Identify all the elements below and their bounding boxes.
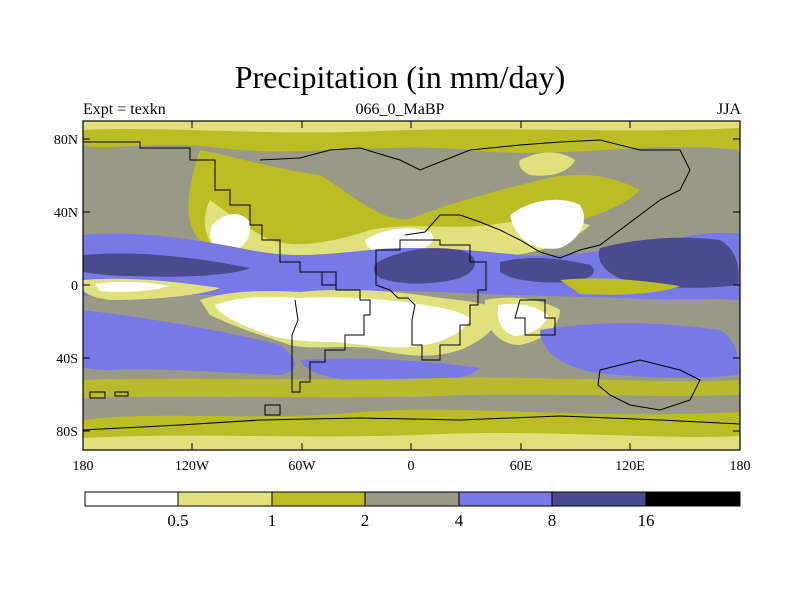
field-eq-indian-olive — [560, 278, 680, 295]
lat-label-80n: 80N — [54, 133, 78, 148]
colorbar-label-3: 4 — [455, 511, 464, 530]
coastlines — [83, 139, 740, 431]
coast-island-3 — [264, 404, 281, 416]
field-desert-sahara — [365, 228, 434, 255]
coast-north-america — [83, 141, 336, 286]
field-south-africa-white — [497, 303, 548, 336]
colorbar-label-4: 8 — [548, 511, 557, 530]
lat-label-40n: 40N — [54, 206, 78, 221]
field-wpac-dark-blue — [598, 237, 739, 288]
experiment-label: Expt = texkn — [83, 101, 166, 118]
coast-madagascar-ish — [514, 299, 556, 336]
lon-label-60w: 60W — [288, 459, 316, 474]
colorbar-bin-2 — [271, 491, 366, 507]
colorbar: 0.5 1 2 4 8 16 — [84, 491, 741, 530]
coast-south-america — [291, 271, 371, 393]
lon-label-60e: 60E — [510, 459, 533, 474]
time-label: 066_0_MaBP — [355, 101, 445, 118]
colorbar-bin-0 — [84, 491, 179, 507]
coast-eurasia — [259, 139, 691, 259]
field-south-indian-blue — [540, 323, 739, 378]
colorbar-bin-3 — [364, 491, 460, 507]
map-title: Precipitation (in mm/day) — [234, 59, 566, 95]
field-desert-na — [210, 214, 251, 252]
season-label: JJA — [716, 101, 741, 118]
colorbar-label-0: 0.5 — [167, 511, 188, 530]
coast-island-2 — [114, 391, 129, 397]
colorbar-bin-5 — [551, 491, 647, 507]
colorbar-label-5: 16 — [638, 511, 655, 530]
field-africa-dark-blue — [373, 248, 475, 284]
lon-ticks — [82, 121, 631, 450]
lon-label-180w: 180 — [73, 459, 94, 474]
lat-label-0: 0 — [71, 279, 78, 294]
field-southern-olive-band — [83, 377, 740, 398]
field-pacific-dark-blue — [83, 253, 250, 277]
lat-label-80s: 80S — [56, 425, 78, 440]
lat-ticks — [83, 138, 740, 432]
field-south-atlantic-blue — [300, 358, 480, 383]
colorbar-bin-1 — [177, 491, 273, 507]
precipitation-field — [83, 121, 740, 450]
lon-label-180e: 180 — [730, 459, 751, 474]
coast-africa — [375, 239, 487, 361]
colorbar-label-2: 2 — [361, 511, 370, 530]
lat-label-40s: 40S — [56, 352, 78, 367]
field-indian-dark-blue — [500, 258, 594, 283]
colorbar-label-1: 1 — [268, 511, 277, 530]
coast-antarctica — [83, 415, 740, 431]
field-desert-arabia — [510, 199, 584, 249]
lon-label-120w: 120W — [175, 459, 210, 474]
coast-australia — [597, 359, 701, 411]
field-central-asia-yellow — [519, 152, 575, 176]
colorbar-bin-4 — [458, 491, 553, 507]
lon-label-0: 0 — [408, 459, 415, 474]
field-eq-pacific-white — [95, 281, 170, 292]
field-south-pacific-blue — [83, 310, 295, 375]
field-southern-land-white — [215, 296, 470, 348]
colorbar-bin-6 — [645, 491, 741, 507]
field-antarctic-yellow — [83, 433, 740, 450]
coast-island-1 — [89, 391, 106, 399]
lon-label-120e: 120E — [615, 459, 645, 474]
